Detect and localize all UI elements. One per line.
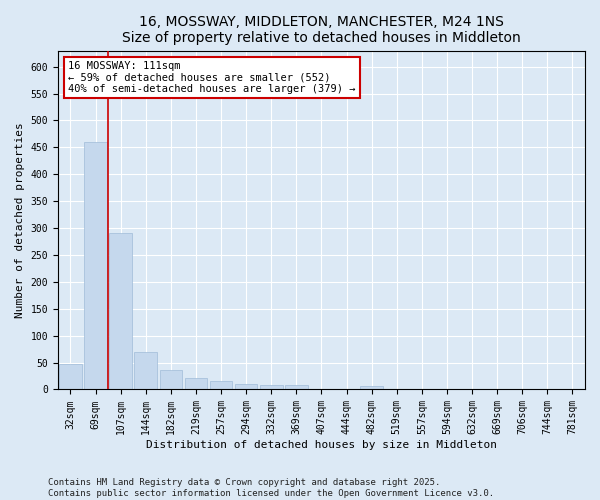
Text: 16 MOSSWAY: 111sqm
← 59% of detached houses are smaller (552)
40% of semi-detach: 16 MOSSWAY: 111sqm ← 59% of detached hou… <box>68 60 356 94</box>
Bar <box>285 385 308 390</box>
Bar <box>160 370 182 390</box>
Title: 16, MOSSWAY, MIDDLETON, MANCHESTER, M24 1NS
Size of property relative to detache: 16, MOSSWAY, MIDDLETON, MANCHESTER, M24 … <box>122 15 521 45</box>
Bar <box>109 234 132 390</box>
Bar <box>134 352 157 390</box>
Y-axis label: Number of detached properties: Number of detached properties <box>15 122 25 318</box>
X-axis label: Distribution of detached houses by size in Middleton: Distribution of detached houses by size … <box>146 440 497 450</box>
Bar <box>59 364 82 390</box>
Bar <box>210 382 232 390</box>
Bar <box>84 142 107 390</box>
Bar <box>260 385 283 390</box>
Bar <box>361 386 383 390</box>
Bar <box>235 384 257 390</box>
Bar <box>185 378 207 390</box>
Text: Contains HM Land Registry data © Crown copyright and database right 2025.
Contai: Contains HM Land Registry data © Crown c… <box>48 478 494 498</box>
